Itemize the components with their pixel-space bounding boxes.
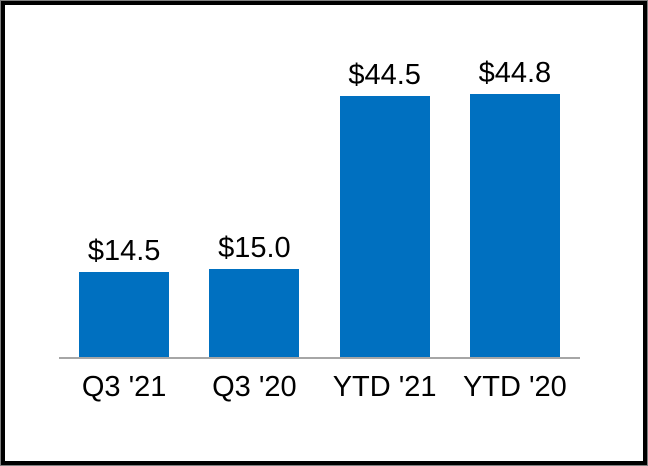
bar — [339, 96, 430, 357]
category-axis: Q3 '21 Q3 '20 YTD '21 YTD '20 — [59, 370, 580, 405]
category-label: YTD '20 — [462, 371, 567, 403]
bar-group: $44.8 — [450, 5, 580, 357]
category-label: YTD '21 — [332, 371, 437, 403]
bar-value-label: $15.0 — [218, 232, 291, 264]
category-label: Q3 '20 — [212, 371, 297, 403]
bar — [79, 272, 170, 357]
bar-value-label: $44.5 — [348, 59, 421, 91]
plot-area: $14.5 $15.0 $44.5 $44.8 — [59, 5, 580, 357]
bar-value-label: $44.8 — [478, 57, 552, 89]
bar-group: $15.0 — [189, 5, 319, 357]
bar-group: $44.5 — [320, 5, 450, 357]
bar-chart: $14.5 $15.0 $44.5 $44.8 Q3 '21 Q3 '20 YTD '21… — [5, 5, 643, 461]
x-axis-line — [59, 357, 580, 359]
category-label: Q3 '21 — [81, 371, 167, 403]
bar-group: $14.5 — [59, 5, 189, 357]
bar — [469, 94, 560, 357]
bar-value-label: $14.5 — [87, 235, 161, 267]
bar — [209, 269, 300, 357]
